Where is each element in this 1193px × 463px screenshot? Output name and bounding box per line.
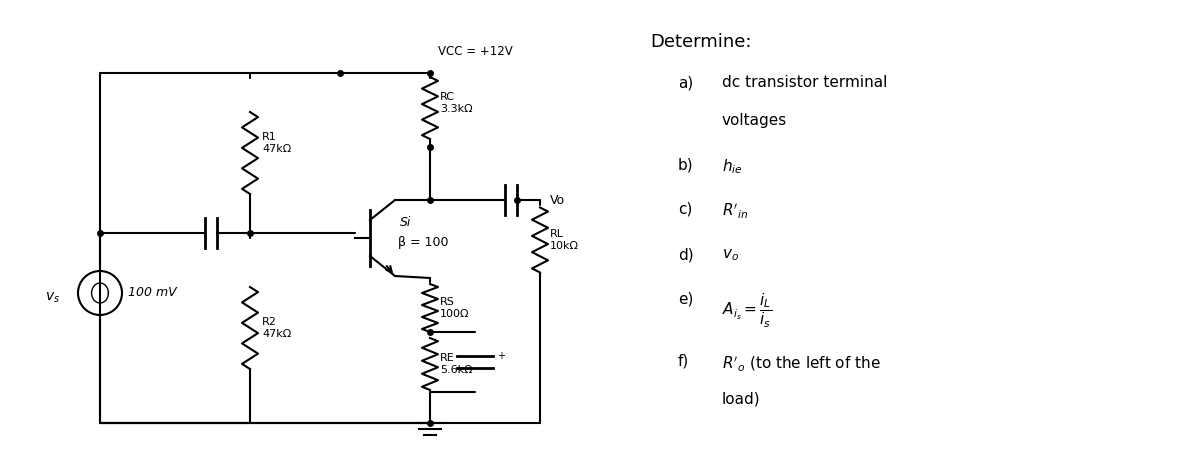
Text: $R'_o$ (to the left of the: $R'_o$ (to the left of the — [722, 354, 880, 373]
Text: Si: Si — [400, 217, 412, 230]
Text: load): load) — [722, 392, 761, 407]
Text: $v_s$: $v_s$ — [45, 291, 60, 305]
Text: R2
47kΩ: R2 47kΩ — [262, 317, 291, 339]
Text: VCC = +12V: VCC = +12V — [438, 45, 513, 58]
Text: RS
100Ω: RS 100Ω — [440, 297, 470, 319]
Text: voltages: voltages — [722, 113, 787, 128]
Text: β = 100: β = 100 — [398, 237, 449, 250]
Text: 100 mV: 100 mV — [128, 287, 177, 300]
Text: RE
5.6kΩ: RE 5.6kΩ — [440, 353, 472, 375]
Text: RL
10kΩ: RL 10kΩ — [550, 229, 579, 251]
Text: d): d) — [678, 247, 693, 262]
Text: e): e) — [678, 292, 693, 307]
Text: $A_{i_s} = \dfrac{i_L}{i_s}$: $A_{i_s} = \dfrac{i_L}{i_s}$ — [722, 292, 772, 330]
Text: c): c) — [678, 202, 692, 217]
Text: b): b) — [678, 157, 693, 172]
Text: Determine:: Determine: — [650, 33, 752, 51]
Text: $R'_{in}$: $R'_{in}$ — [722, 202, 748, 221]
Text: $h_{ie}$: $h_{ie}$ — [722, 157, 743, 175]
Text: dc transistor terminal: dc transistor terminal — [722, 75, 888, 90]
Text: +: + — [497, 351, 505, 361]
Text: R1
47kΩ: R1 47kΩ — [262, 132, 291, 154]
Text: a): a) — [678, 75, 693, 90]
Text: f): f) — [678, 354, 690, 369]
Text: RC
3.3kΩ: RC 3.3kΩ — [440, 92, 472, 114]
Text: Vo: Vo — [550, 194, 565, 206]
Text: $v_o$: $v_o$ — [722, 247, 738, 263]
